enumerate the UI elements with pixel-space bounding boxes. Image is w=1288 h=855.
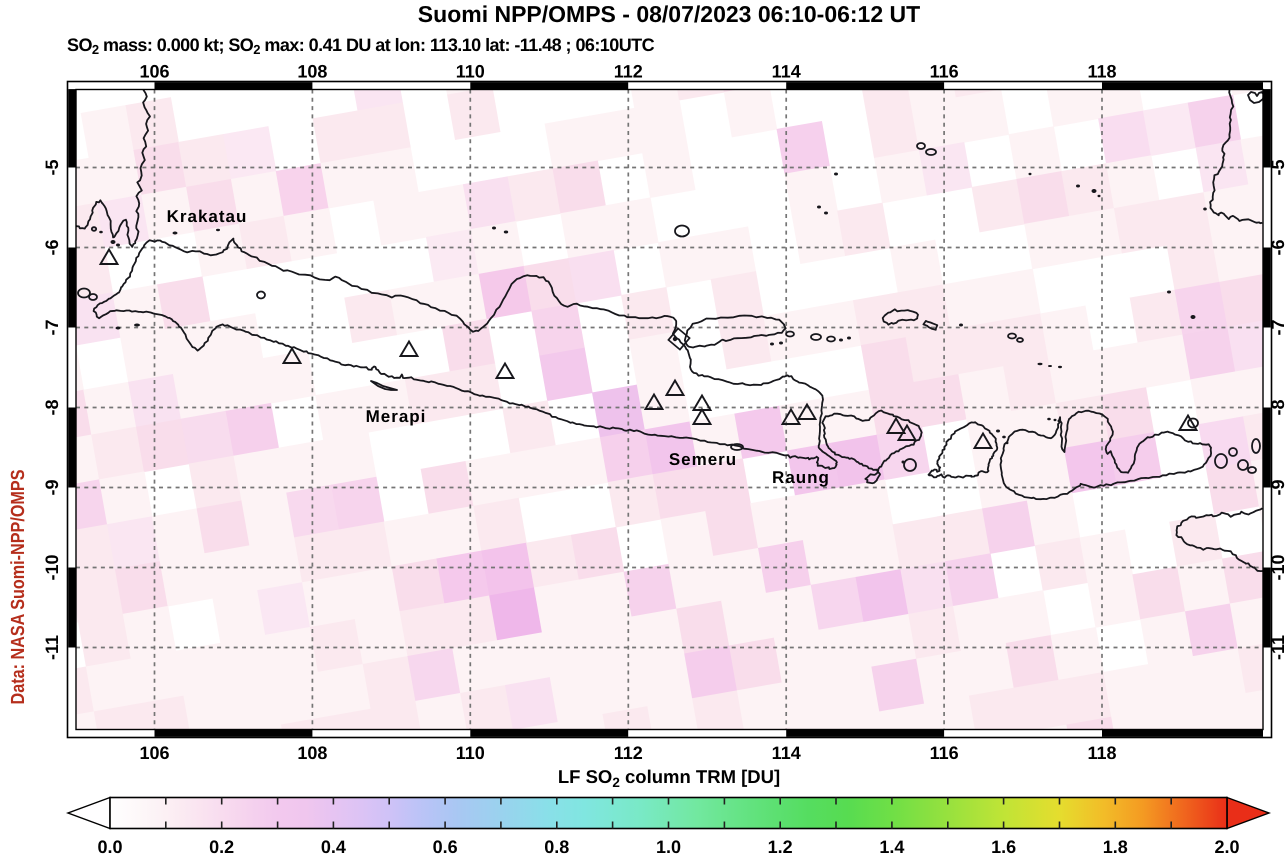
svg-text:1.6: 1.6 [991, 837, 1016, 855]
svg-text:Krakatau: Krakatau [167, 207, 248, 226]
svg-text:106: 106 [139, 62, 169, 82]
svg-text:118: 118 [1087, 62, 1116, 82]
svg-text:108: 108 [297, 743, 327, 763]
svg-text:0.0: 0.0 [97, 837, 122, 855]
svg-text:-8: -8 [1268, 399, 1288, 415]
svg-text:LF SO2 column TRM [DU]: LF SO2 column TRM [DU] [558, 766, 780, 790]
svg-text:Raung: Raung [772, 468, 830, 487]
svg-text:-5: -5 [1268, 159, 1288, 175]
svg-text:1.4: 1.4 [879, 837, 904, 855]
svg-text:116: 116 [930, 743, 959, 763]
svg-text:106: 106 [139, 743, 169, 763]
svg-text:110: 110 [456, 62, 485, 82]
svg-text:-7: -7 [1268, 319, 1288, 335]
svg-text:-11: -11 [1268, 635, 1288, 660]
svg-text:-7: -7 [42, 319, 62, 335]
svg-text:-5: -5 [42, 159, 62, 175]
svg-text:-10: -10 [42, 554, 62, 580]
svg-text:-9: -9 [42, 479, 62, 495]
svg-text:0.2: 0.2 [209, 837, 234, 855]
svg-text:114: 114 [772, 743, 801, 763]
svg-text:1.8: 1.8 [1103, 837, 1128, 855]
svg-text:112: 112 [614, 62, 643, 82]
svg-text:-9: -9 [1268, 479, 1288, 495]
svg-text:-6: -6 [42, 239, 62, 255]
svg-text:110: 110 [456, 743, 485, 763]
svg-text:118: 118 [1087, 743, 1116, 763]
svg-text:0.6: 0.6 [433, 837, 458, 855]
svg-text:Semeru: Semeru [669, 450, 737, 469]
svg-text:114: 114 [772, 62, 801, 82]
svg-text:116: 116 [930, 62, 959, 82]
svg-text:-10: -10 [1268, 554, 1288, 580]
svg-text:0.8: 0.8 [544, 837, 569, 855]
svg-text:0.4: 0.4 [321, 837, 346, 855]
svg-text:Data: NASA Suomi-NPP/OMPS: Data: NASA Suomi-NPP/OMPS [8, 470, 29, 705]
svg-text:-11: -11 [42, 635, 62, 660]
svg-text:Merapi: Merapi [366, 407, 427, 426]
svg-text:2.0: 2.0 [1214, 837, 1239, 855]
svg-text:-8: -8 [42, 399, 62, 415]
svg-text:1.2: 1.2 [768, 837, 793, 855]
svg-text:1.0: 1.0 [656, 837, 681, 855]
svg-text:112: 112 [614, 743, 643, 763]
svg-text:108: 108 [297, 62, 327, 82]
svg-text:-6: -6 [1268, 239, 1288, 255]
